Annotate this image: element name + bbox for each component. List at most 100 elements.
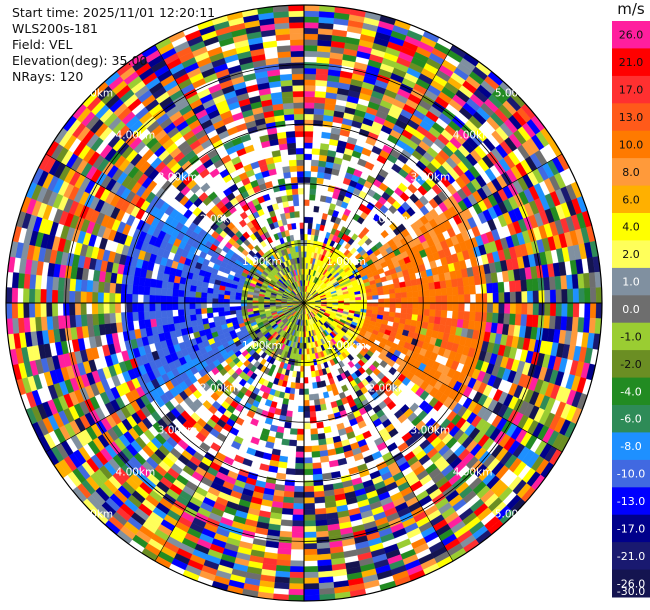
velocity-gate xyxy=(246,447,257,456)
velocity-gate xyxy=(457,286,465,296)
velocity-gate xyxy=(293,491,305,498)
velocity-gate xyxy=(434,309,442,318)
velocity-gate xyxy=(103,292,110,304)
velocity-gate xyxy=(514,280,522,293)
velocity-gate xyxy=(317,45,332,53)
velocity-gate xyxy=(316,421,324,429)
velocity-gate xyxy=(51,302,59,317)
velocity-gate xyxy=(318,438,327,446)
velocity-gate xyxy=(303,50,318,58)
velocity-gate xyxy=(252,305,259,309)
velocity-gate xyxy=(289,571,305,579)
velocity-gate xyxy=(492,302,499,314)
velocity-gate xyxy=(178,315,186,323)
velocity-gate xyxy=(63,290,70,304)
velocity-gate xyxy=(323,426,332,434)
velocity-gate xyxy=(28,288,36,304)
velocity-gate xyxy=(320,455,330,463)
velocity-gate xyxy=(490,272,498,284)
velocity-gate xyxy=(312,468,323,475)
velocity-gate xyxy=(52,315,60,330)
velocity-gate xyxy=(316,56,330,64)
velocity-gate xyxy=(315,79,328,87)
velocity-gate xyxy=(295,463,305,470)
velocity-gate xyxy=(11,302,19,319)
velocity-gate xyxy=(212,307,219,313)
velocity-gate xyxy=(92,269,101,282)
velocity-gate xyxy=(314,496,326,504)
velocity-gate xyxy=(389,307,396,313)
velocity-gate xyxy=(544,289,551,304)
velocity-gate xyxy=(509,313,516,326)
velocity-gate xyxy=(290,560,305,567)
velocity-gate xyxy=(388,288,396,295)
velocity-gate xyxy=(239,211,249,220)
velocity-gate xyxy=(166,302,173,311)
velocity-gate xyxy=(23,288,30,304)
velocity-gate xyxy=(446,302,454,311)
velocity-gate xyxy=(298,405,305,413)
velocity-gate xyxy=(423,309,431,317)
velocity-gate xyxy=(277,547,292,555)
velocity-gate xyxy=(277,461,288,469)
velocity-gate xyxy=(281,438,290,446)
velocity-gate xyxy=(422,283,430,291)
velocity-gate xyxy=(317,553,332,561)
velocity-gate xyxy=(386,442,398,453)
velocity-gate xyxy=(218,293,225,299)
velocity-gate xyxy=(315,519,328,527)
velocity-gate xyxy=(155,279,163,289)
velocity-gate xyxy=(315,530,329,538)
velocity-gate xyxy=(320,143,330,151)
velocity-gate xyxy=(330,471,342,479)
velocity-gate xyxy=(305,342,309,349)
velocity-gate xyxy=(322,391,330,399)
velocity-gate xyxy=(498,302,505,314)
velocity-gate xyxy=(314,91,327,98)
velocity-gate xyxy=(341,384,349,393)
velocity-gate xyxy=(17,302,24,319)
velocity-gate xyxy=(446,287,453,296)
velocity-gate xyxy=(250,436,260,445)
velocity-gate xyxy=(464,294,471,304)
velocity-gate xyxy=(303,96,315,103)
velocity-gate xyxy=(195,291,202,298)
velocity-gate xyxy=(321,213,328,221)
velocity-gate xyxy=(303,531,317,539)
velocity-gate xyxy=(288,583,305,590)
velocity-gate xyxy=(405,313,413,321)
velocity-gate xyxy=(412,296,419,304)
velocity-gate xyxy=(310,165,319,173)
velocity-gate xyxy=(395,292,402,299)
velocity-gate xyxy=(543,315,551,329)
velocity-gate xyxy=(200,297,207,304)
velocity-gate xyxy=(137,311,145,321)
velocity-gate xyxy=(97,302,104,314)
velocity-gate xyxy=(401,297,408,304)
velocity-gate xyxy=(291,526,305,533)
velocity-gate xyxy=(441,302,448,311)
velocity-gate xyxy=(317,166,326,173)
velocity-gate xyxy=(526,278,534,292)
velocity-gate xyxy=(378,298,385,304)
velocity-gate xyxy=(314,508,327,515)
velocity-gate xyxy=(313,393,320,401)
velocity-gate xyxy=(303,526,317,533)
velocity-gate xyxy=(321,472,332,480)
velocity-gate xyxy=(383,289,390,295)
velocity-gate xyxy=(487,218,497,232)
velocity-gate xyxy=(303,22,319,29)
velocity-gate xyxy=(595,302,602,319)
velocity-gate xyxy=(303,39,318,46)
velocity-gate xyxy=(109,312,117,324)
velocity-gate xyxy=(463,285,471,295)
velocity-gate xyxy=(295,376,301,384)
velocity-gate xyxy=(422,315,430,323)
velocity-gate xyxy=(303,594,320,601)
velocity-gate xyxy=(475,302,482,313)
velocity-gate xyxy=(223,306,231,312)
velocity-gate xyxy=(303,463,313,470)
velocity-gate xyxy=(486,283,494,294)
velocity-gate xyxy=(434,316,441,325)
velocity-gate xyxy=(137,285,145,295)
